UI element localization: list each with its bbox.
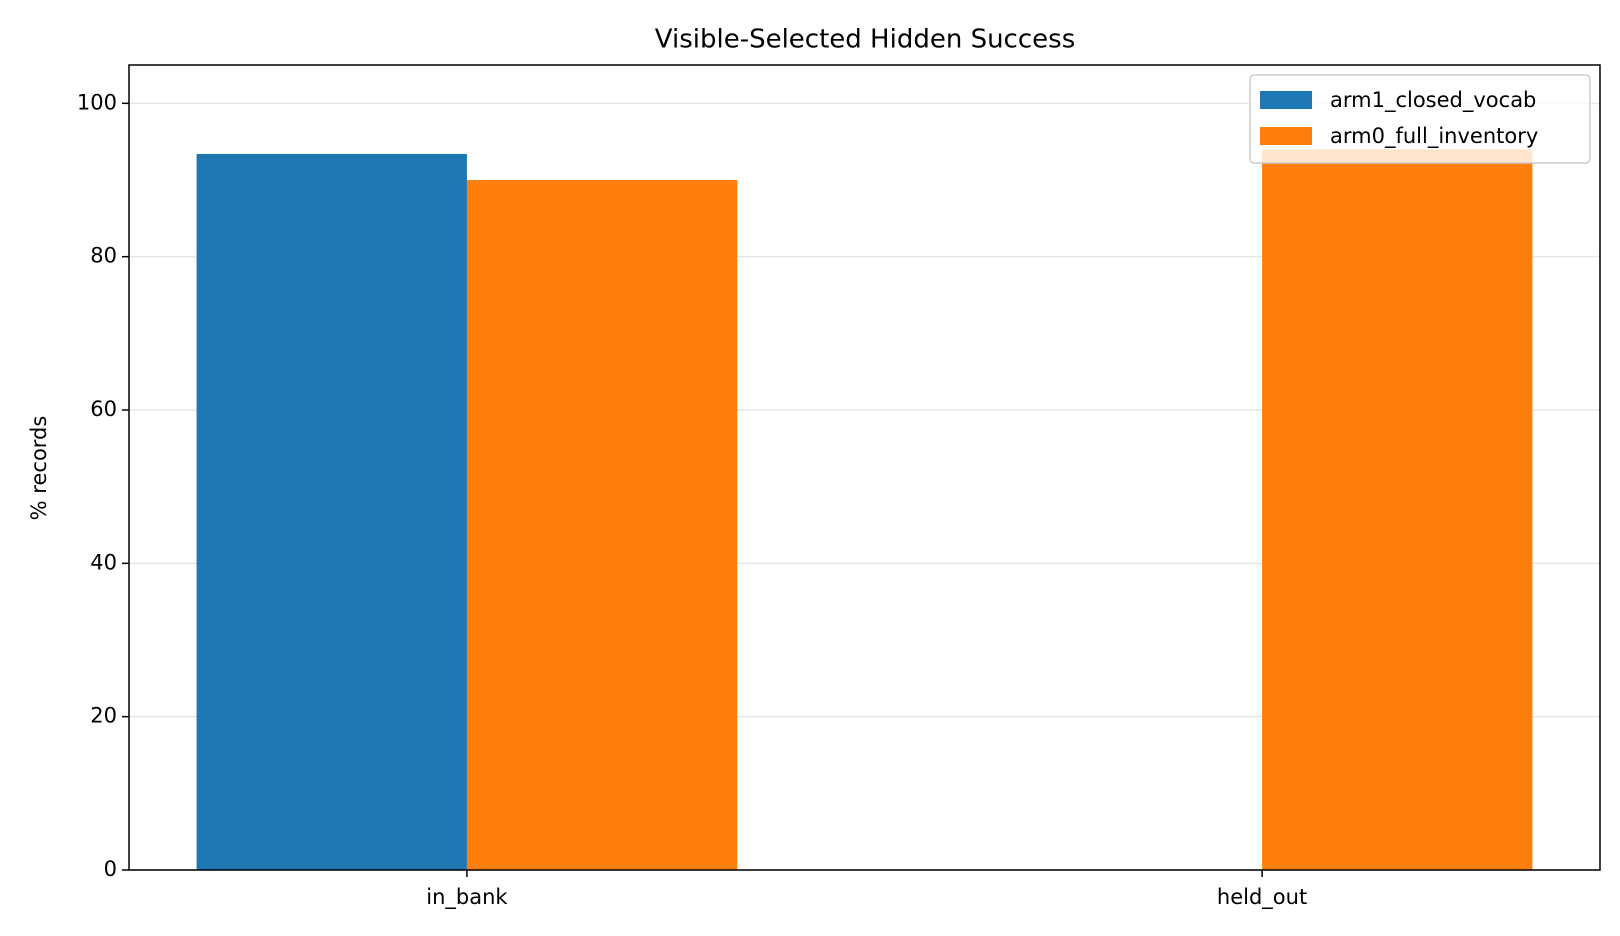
legend-frame [1249,74,1591,164]
bar [466,180,738,870]
legend-label: arm1_closed_vocab [1330,88,1536,113]
plot-frame [128,64,1601,871]
x-tick-label: held_out [1217,885,1307,910]
y-tick-label: 0 [104,857,117,881]
y-axis-label: % records [27,416,51,521]
y-tick-label: 20 [90,704,117,728]
chart-title: Visible-Selected Hidden Success [655,25,1075,55]
y-tick-label: 40 [90,550,117,574]
y-tick-label: 60 [90,397,117,421]
legend-swatch [1260,91,1312,109]
y-tick-label: 80 [90,244,117,268]
bar [1262,149,1533,871]
bar [196,153,467,870]
x-tick-label: in_bank [426,885,508,910]
legend: arm1_closed_vocab arm0_full_inventory [1249,74,1591,164]
legend-label: arm0_full_inventory [1330,124,1538,149]
legend-swatch [1260,127,1312,145]
y-tick-label: 100 [77,90,117,114]
